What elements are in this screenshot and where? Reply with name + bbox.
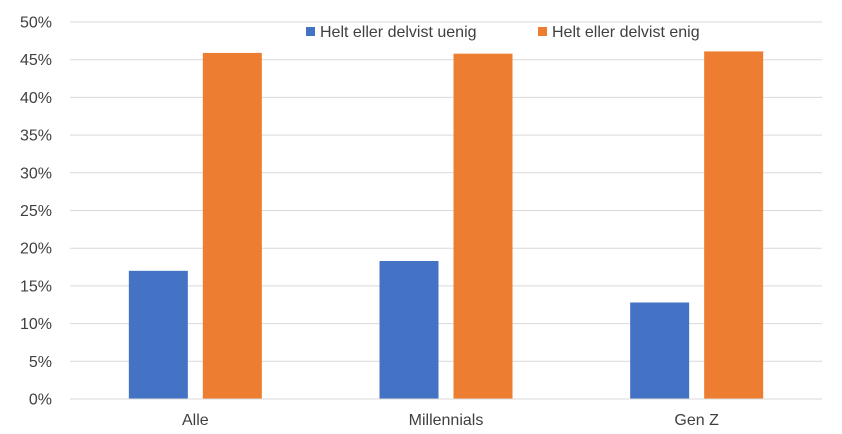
y-tick-label: 50% bbox=[20, 15, 52, 32]
gridlines bbox=[70, 21, 822, 400]
bar-uenig-2 bbox=[630, 302, 690, 399]
bar-uenig-1 bbox=[379, 261, 439, 399]
x-category-label: Millennials bbox=[409, 412, 484, 429]
y-axis: 0% 5% 10% 15% 20% 25% 30% 35% 40% 45% 50% bbox=[20, 15, 52, 409]
x-axis: Alle Millennials Gen Z bbox=[70, 398, 822, 429]
legend-label: Helt eller delvist enig bbox=[552, 24, 700, 41]
legend: Helt eller delvist uenig Helt eller delvi… bbox=[306, 24, 700, 41]
y-tick-label: 0% bbox=[29, 392, 52, 409]
bar-uenig-0 bbox=[128, 270, 188, 399]
legend-swatch bbox=[306, 27, 315, 36]
x-category-label: Alle bbox=[182, 412, 209, 429]
legend-label: Helt eller delvist uenig bbox=[320, 24, 477, 41]
bar-enig-1 bbox=[453, 53, 513, 399]
y-tick-label: 40% bbox=[20, 90, 52, 107]
y-tick-label: 15% bbox=[20, 278, 52, 295]
y-tick-label: 10% bbox=[20, 316, 52, 333]
legend-swatch bbox=[538, 27, 547, 36]
bars bbox=[128, 51, 764, 399]
y-tick-label: 20% bbox=[20, 241, 52, 258]
x-category-label: Gen Z bbox=[674, 412, 719, 429]
y-tick-label: 5% bbox=[29, 354, 52, 371]
y-tick-label: 35% bbox=[20, 128, 52, 145]
bar-enig-2 bbox=[704, 51, 764, 399]
y-tick-label: 45% bbox=[20, 52, 52, 69]
y-tick-label: 30% bbox=[20, 165, 52, 182]
bar-enig-0 bbox=[202, 52, 262, 399]
y-tick-label: 25% bbox=[20, 203, 52, 220]
